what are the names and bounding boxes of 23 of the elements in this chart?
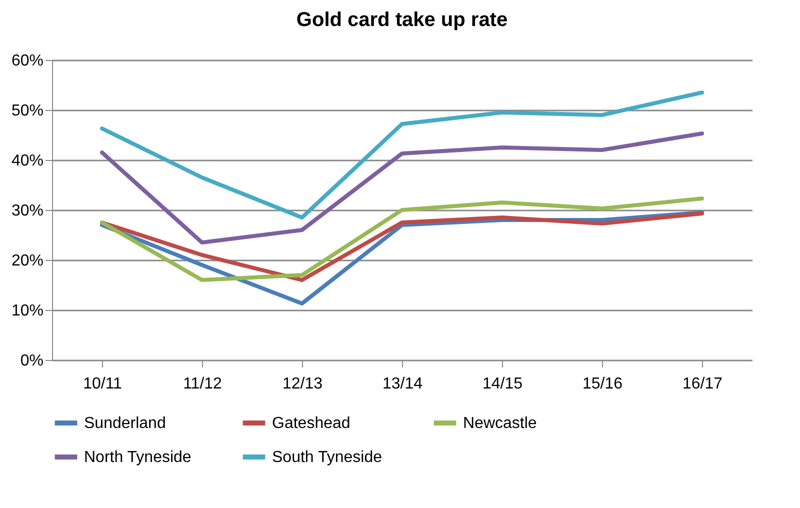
line-series [100,132,704,244]
y-tick-label: 50% [11,102,44,120]
legend-label: North Tyneside [84,449,192,466]
x-tick-label: 15/16 [582,376,623,392]
line-series [100,196,704,282]
legend-label: Gateshead [272,415,350,432]
x-tick-label: 14/15 [482,376,523,392]
legend-label: South Tyneside [272,449,382,466]
y-tick-label: 60% [11,52,44,70]
x-tick-label: 16/17 [682,376,723,392]
y-tick-label: 10% [11,302,44,320]
chart-title: Gold card take up rate [296,9,508,31]
y-tick-label: 40% [11,152,44,170]
legend-label: Newcastle [463,415,537,432]
y-tick-label: 0% [20,352,44,370]
x-tick-label: 10/11 [83,376,122,392]
line-series [100,90,704,220]
x-tick-label: 12/13 [282,376,323,392]
x-tick-label: 11/12 [183,376,222,392]
y-tick-label: 20% [11,252,44,270]
x-tick-label: 13/14 [382,376,423,392]
legend-label: Sunderland [84,415,166,432]
y-tick-label: 30% [11,202,44,220]
